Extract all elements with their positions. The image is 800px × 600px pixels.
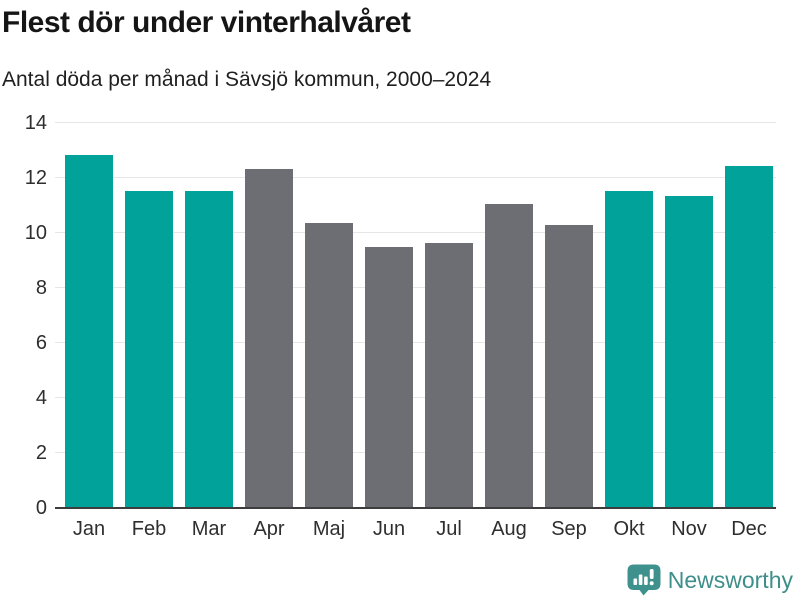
bar-apr — [245, 169, 293, 508]
x-tick-label-mar: Mar — [191, 518, 227, 540]
y-tick-label-0: 0 — [35, 497, 47, 519]
bar-jun — [365, 247, 413, 508]
gridline-14 — [55, 122, 776, 123]
x-tick-label-apr: Apr — [253, 518, 285, 540]
plot-area — [55, 122, 776, 509]
bar-jan — [65, 154, 113, 508]
bar-dec — [725, 165, 773, 508]
chart-subtitle: Antal döda per månad i Sävsjö kommun, 20… — [2, 68, 492, 91]
x-tick-label-okt: Okt — [613, 518, 645, 540]
x-tick-label-jan: Jan — [72, 518, 106, 540]
bar-okt — [605, 191, 653, 508]
bar-feb — [125, 191, 173, 508]
x-tick-label-dec: Dec — [731, 518, 767, 540]
x-tick-label-nov: Nov — [671, 518, 707, 540]
x-axis-line — [55, 507, 776, 509]
x-tick-label-sep: Sep — [551, 518, 587, 540]
bar-mar — [185, 191, 233, 508]
x-tick-label-maj: Maj — [312, 518, 346, 540]
bar-aug — [485, 204, 533, 508]
x-tick-label-aug: Aug — [491, 518, 527, 540]
gridline-8 — [55, 287, 776, 288]
logo-bars-icon — [633, 569, 654, 586]
y-tick-label-2: 2 — [35, 442, 47, 464]
y-tick-label-8: 8 — [35, 277, 47, 299]
chart-title: Flest dör under vinterhalvåret — [2, 6, 411, 39]
y-tick-label-10: 10 — [24, 222, 47, 244]
bar-jul — [425, 242, 473, 508]
brand-name: Newsworthy — [667, 566, 793, 593]
gridline-10 — [55, 232, 776, 233]
y-tick-label-14: 14 — [24, 112, 47, 134]
x-tick-label-jun: Jun — [372, 518, 406, 540]
bar-nov — [665, 195, 713, 508]
brand-footer: Newsworthy — [627, 564, 793, 596]
gridline-12 — [55, 177, 776, 178]
bar-sep — [545, 225, 593, 508]
y-tick-label-12: 12 — [24, 167, 47, 189]
newsworthy-logo-icon — [627, 564, 661, 596]
x-tick-label-feb: Feb — [131, 518, 167, 540]
bar-maj — [305, 223, 353, 508]
y-tick-label-4: 4 — [35, 387, 47, 409]
x-tick-label-jul: Jul — [436, 518, 462, 540]
gridline-6 — [55, 342, 776, 343]
gridline-4 — [55, 397, 776, 398]
y-tick-label-6: 6 — [35, 332, 47, 354]
gridline-2 — [55, 452, 776, 453]
